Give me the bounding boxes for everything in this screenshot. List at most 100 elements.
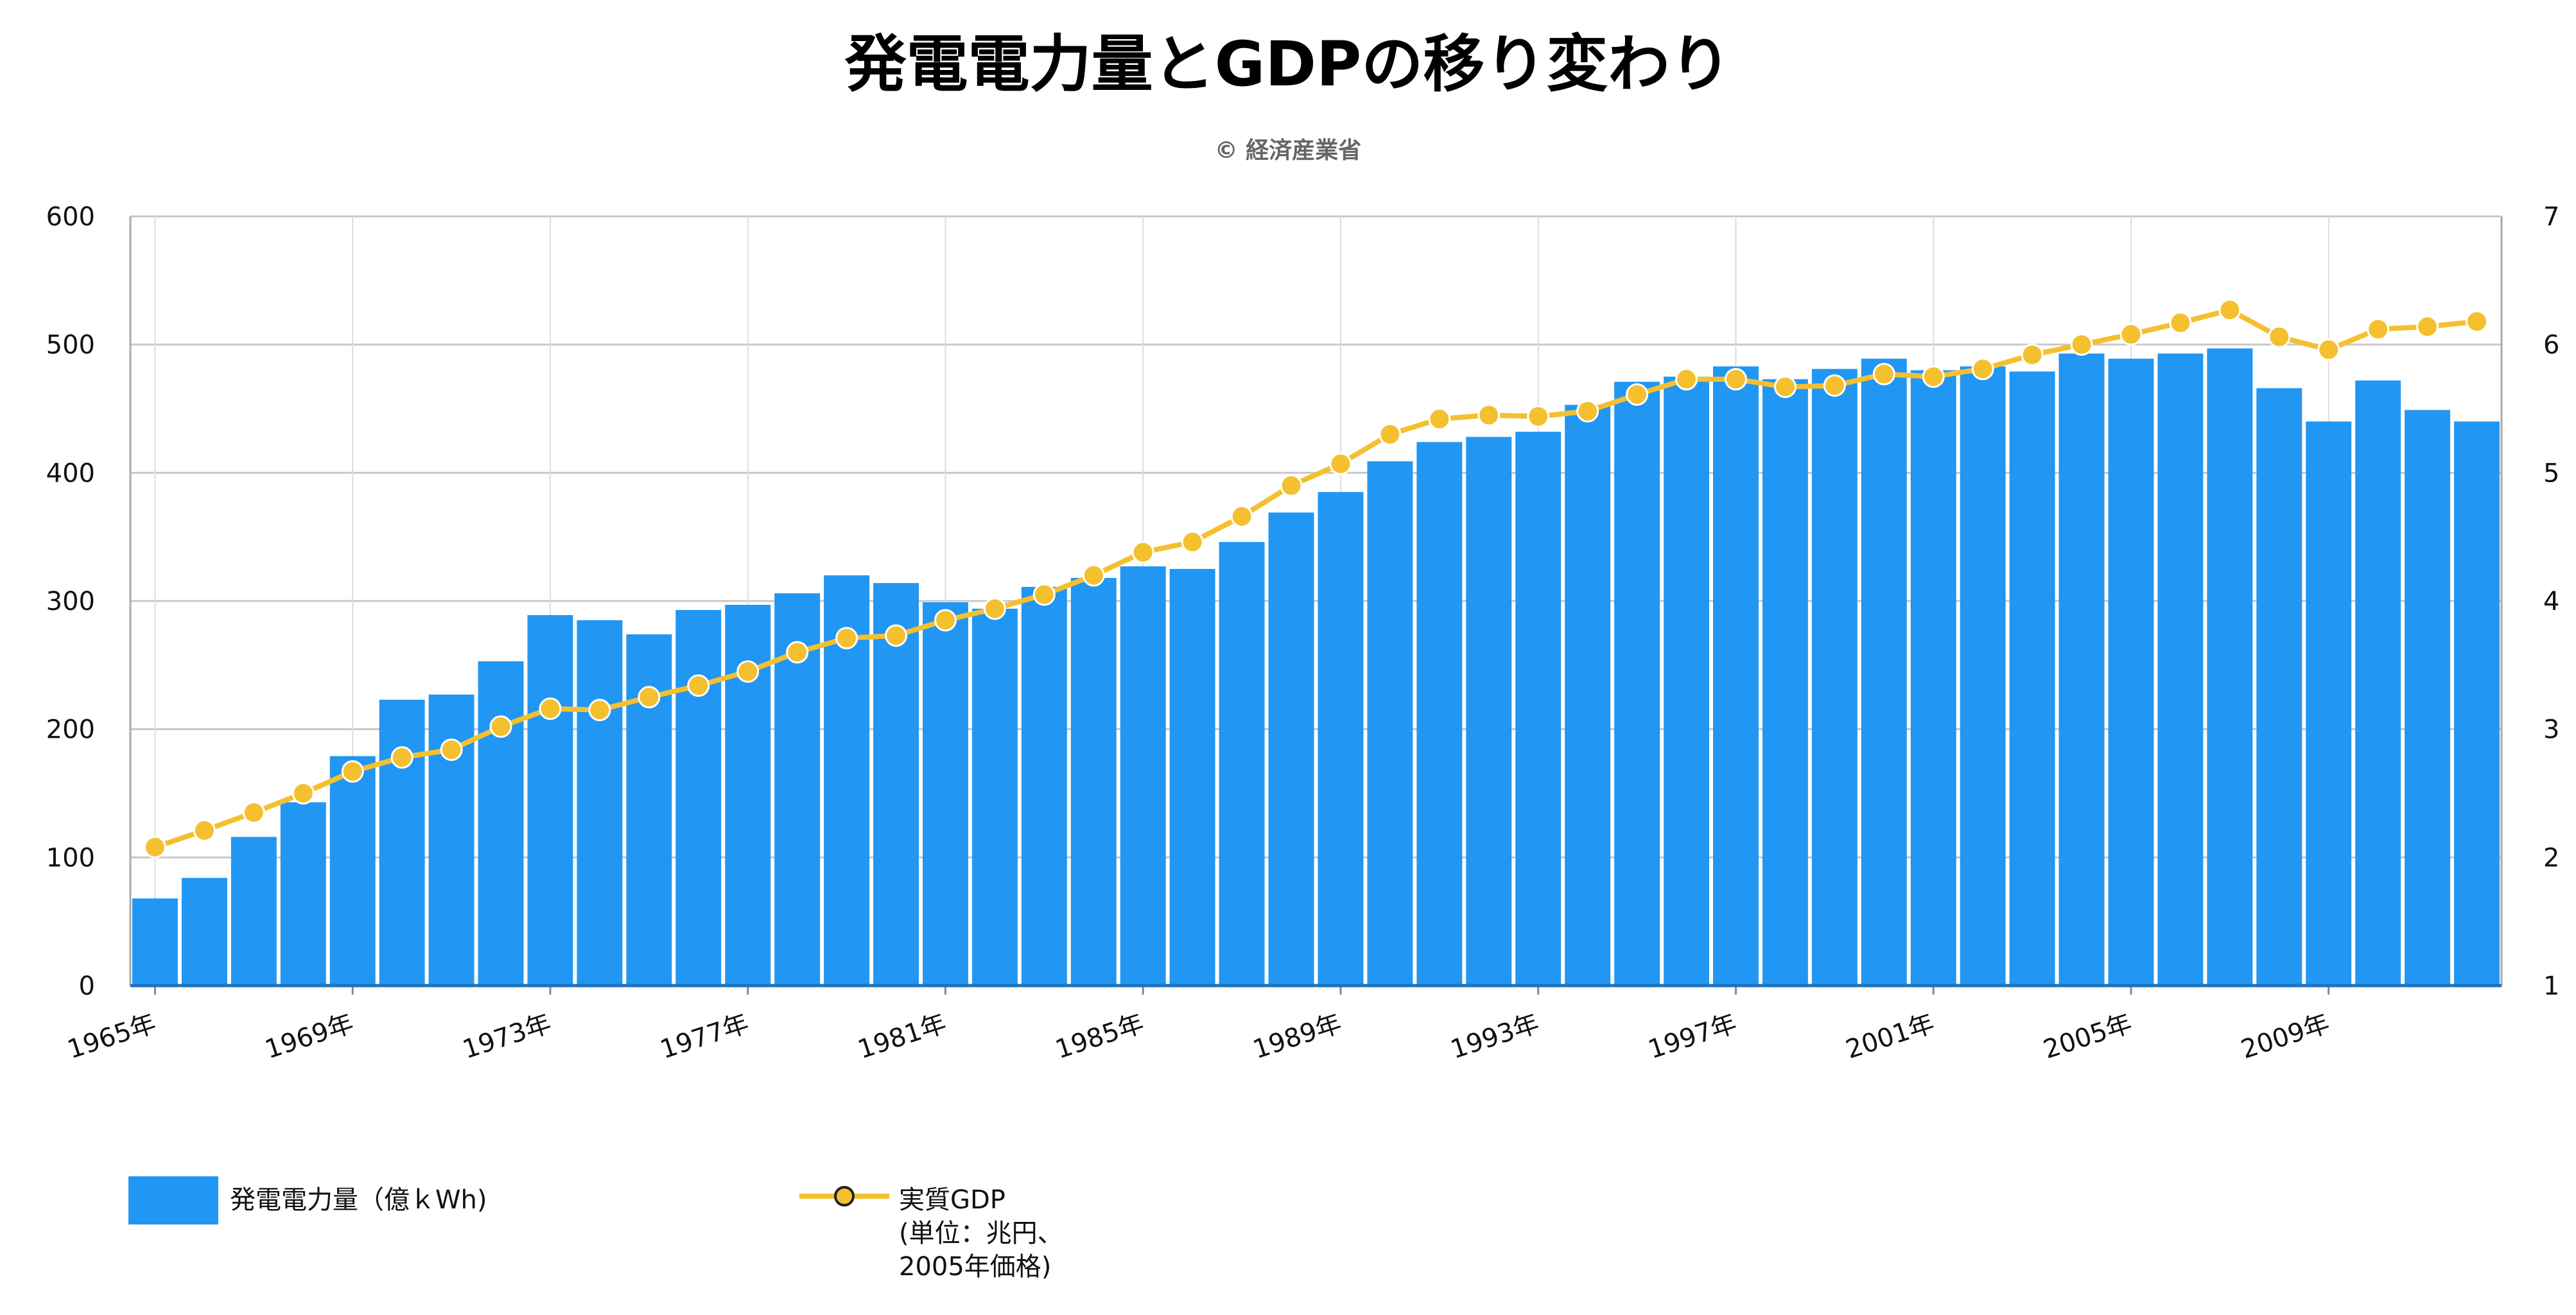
gdp-point	[1082, 564, 1105, 587]
bar	[1910, 370, 1956, 986]
bar	[1466, 437, 1512, 986]
gdp-point	[1675, 368, 1698, 391]
x-tick-label: 1985年	[1052, 1009, 1147, 1065]
gdp-point	[489, 715, 512, 738]
x-tick-label: 1969年	[261, 1009, 357, 1065]
bar	[329, 756, 376, 986]
bar	[1219, 542, 1265, 986]
x-tick-label: 1989年	[1249, 1009, 1345, 1065]
gdp-point	[1872, 363, 1895, 386]
gdp-point	[1329, 452, 1352, 475]
gdp-point	[885, 624, 908, 647]
y-right-tick-label: 2	[2543, 843, 2559, 873]
gdp-point	[1181, 530, 1204, 553]
bar	[971, 608, 1018, 986]
y-left-tick-label: 200	[46, 715, 95, 745]
bar	[675, 609, 722, 986]
x-tick-label: 1993年	[1447, 1009, 1543, 1065]
y-left-tick-label: 300	[46, 587, 95, 616]
bar	[1318, 492, 1364, 986]
bar	[527, 614, 573, 986]
gdp-point	[2119, 323, 2143, 346]
bar	[379, 699, 425, 986]
y-right-tick-label: 1	[2543, 971, 2559, 1001]
gdp-point	[1823, 374, 1846, 397]
y-right-tick-label: 6	[2543, 331, 2559, 360]
gdp-point	[341, 760, 364, 783]
gdp-point	[440, 738, 463, 762]
line-series	[143, 299, 2489, 858]
gdp-point	[934, 609, 957, 632]
bar	[923, 602, 968, 986]
bar	[2157, 353, 2204, 986]
gdp-point	[242, 801, 265, 824]
gdp-point	[638, 686, 661, 709]
gdp-point	[835, 627, 858, 650]
bar	[2108, 358, 2154, 986]
bar	[2256, 388, 2302, 986]
bar	[2306, 421, 2352, 986]
y-left-tick-label: 600	[46, 202, 95, 232]
bar	[2009, 371, 2055, 986]
x-tick-label: 2009年	[2238, 1009, 2333, 1065]
gdp-point	[2218, 299, 2241, 322]
bar	[873, 583, 919, 986]
bar	[2454, 421, 2500, 986]
y-right-tick-label: 7	[2543, 202, 2559, 232]
gdp-point	[786, 641, 809, 664]
gdp-point	[1626, 383, 1649, 406]
gdp-point	[390, 746, 413, 769]
gdp-point	[983, 597, 1006, 620]
bar	[1515, 431, 1562, 986]
gdp-point	[193, 819, 216, 842]
gdp-point	[539, 697, 562, 720]
gdp-point	[1428, 407, 1451, 430]
gdp-point	[1724, 368, 1747, 391]
gdp-point	[292, 782, 315, 805]
x-tick-label: 2001年	[1842, 1009, 1938, 1065]
gdp-point	[736, 660, 760, 683]
bar	[428, 694, 474, 986]
y-left-tick-label: 0	[79, 971, 95, 1001]
legend-bar-label: 発電電力量（億ｋWh)	[230, 1185, 487, 1215]
bar	[1960, 366, 2006, 986]
bar	[1664, 376, 1709, 986]
gdp-point	[2416, 315, 2439, 338]
bar	[1268, 512, 1314, 986]
x-tick-label: 1973年	[459, 1009, 555, 1065]
bar	[1614, 381, 1660, 986]
bar	[1565, 405, 1611, 986]
bar	[2355, 380, 2401, 986]
gdp-point	[1773, 376, 1797, 399]
legend-bar-swatch	[128, 1176, 218, 1224]
bar	[2058, 353, 2105, 986]
x-tick-label: 2005年	[2040, 1009, 2136, 1065]
y-right-tick-label: 5	[2543, 458, 2559, 488]
gdp-point	[1971, 358, 1994, 381]
bar	[181, 878, 227, 986]
bar	[478, 661, 524, 986]
gdp-point	[2367, 318, 2390, 341]
bar	[1416, 442, 1463, 986]
bar	[1021, 587, 1067, 986]
y-right-tick-label: 3	[2543, 715, 2559, 745]
bar	[2405, 410, 2451, 986]
bar	[2207, 348, 2253, 986]
x-tick-label: 1965年	[64, 1009, 159, 1065]
legend-line-swatch	[799, 1186, 889, 1206]
x-tick-label: 1981年	[854, 1009, 950, 1065]
bar	[1811, 369, 1858, 986]
chart-title: 発電電力量とGDPの移り変わり	[844, 28, 1732, 100]
bar	[231, 837, 277, 986]
y-right-tick-label: 4	[2543, 587, 2559, 616]
y-left-tick-label: 400	[46, 458, 95, 488]
bar	[1861, 358, 1907, 986]
bar	[1367, 461, 1413, 986]
chart-subtitle: © 経済産業省	[1214, 137, 1362, 164]
gdp-point	[1527, 405, 1550, 428]
gdp-point	[1280, 474, 1303, 497]
x-tick-label: 1977年	[657, 1009, 753, 1065]
bar	[132, 898, 178, 986]
gdp-point	[2268, 326, 2291, 349]
